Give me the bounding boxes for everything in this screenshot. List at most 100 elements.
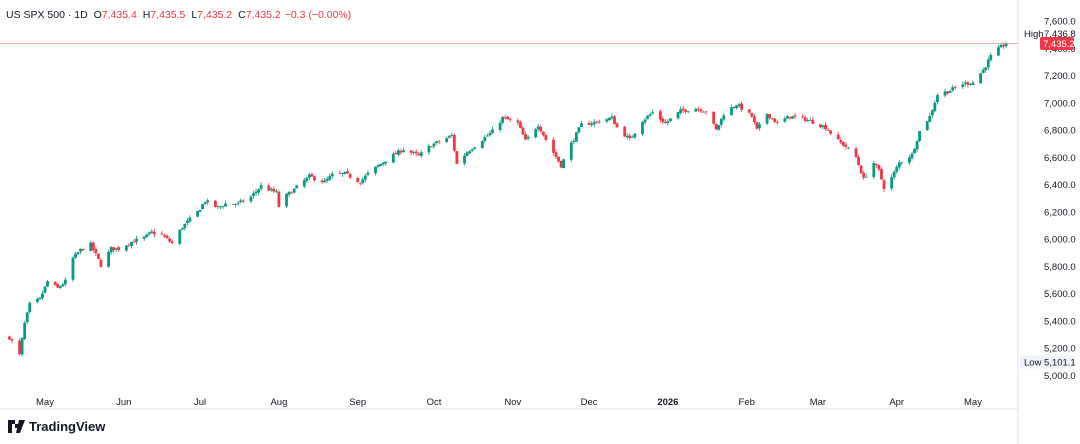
candle-body bbox=[10, 339, 14, 341]
candle-body bbox=[259, 185, 263, 189]
candle-body bbox=[730, 107, 733, 116]
candle-body bbox=[358, 182, 362, 184]
candle-body bbox=[178, 229, 182, 244]
candle-body bbox=[775, 122, 779, 123]
candle-body bbox=[43, 286, 47, 293]
candle-body bbox=[160, 233, 164, 235]
candle-body bbox=[717, 125, 721, 130]
candle-body bbox=[768, 114, 772, 119]
candle-body bbox=[142, 236, 146, 239]
candle-body bbox=[595, 121, 599, 123]
candle-body bbox=[224, 203, 227, 207]
candle-body bbox=[465, 152, 469, 156]
low-badge-value: 5,101.1 bbox=[1044, 358, 1076, 369]
candle-body bbox=[506, 116, 510, 120]
candle-body bbox=[480, 141, 484, 148]
candle-body bbox=[648, 114, 652, 116]
candle-body bbox=[257, 189, 260, 193]
candle-body bbox=[554, 152, 558, 158]
candle-body bbox=[773, 118, 777, 123]
candle-body bbox=[874, 163, 878, 166]
low-label: L bbox=[191, 9, 198, 21]
candle-body bbox=[859, 165, 863, 174]
candle-body bbox=[783, 118, 787, 122]
candle-body bbox=[732, 107, 736, 108]
candle-body bbox=[483, 137, 487, 142]
candle-body bbox=[971, 82, 975, 85]
candle-body bbox=[447, 136, 451, 138]
y-tick-label: 6,800.0 bbox=[1044, 126, 1076, 137]
candle-body bbox=[623, 126, 627, 137]
candle-body bbox=[269, 188, 273, 191]
candle-body bbox=[188, 217, 192, 222]
y-tick-label: 6,600.0 bbox=[1044, 153, 1076, 164]
candle-body bbox=[930, 110, 934, 116]
y-tick-label: 6,200.0 bbox=[1044, 207, 1076, 218]
candle-body bbox=[234, 204, 238, 205]
candle-body bbox=[219, 206, 222, 208]
candle-body bbox=[597, 121, 601, 123]
candle-body bbox=[23, 322, 27, 339]
x-tick-label: Oct bbox=[427, 397, 442, 408]
candle-body bbox=[758, 124, 761, 129]
candle-body bbox=[213, 200, 217, 207]
candle-body bbox=[806, 120, 810, 121]
candle-body bbox=[295, 185, 299, 189]
candle-body bbox=[463, 155, 466, 164]
candle-body bbox=[330, 173, 334, 177]
logo-text: TradingView bbox=[29, 419, 106, 434]
y-tick-label: 6,400.0 bbox=[1044, 180, 1076, 191]
candle-body bbox=[308, 174, 311, 178]
candle-body bbox=[892, 171, 896, 178]
candle-body bbox=[239, 200, 243, 202]
candle-body bbox=[524, 134, 527, 140]
candle-body bbox=[285, 193, 288, 207]
candle-body bbox=[534, 129, 538, 138]
candle-body bbox=[562, 159, 566, 168]
candle-body bbox=[516, 120, 520, 123]
symbol-title: US SPX 500 · 1D bbox=[6, 9, 88, 21]
candle-body bbox=[791, 116, 794, 119]
x-tick-label: Apr bbox=[889, 397, 904, 408]
candle-body bbox=[112, 247, 116, 251]
candle-body bbox=[348, 174, 352, 178]
candle-body bbox=[374, 166, 377, 174]
close-label: C bbox=[238, 9, 246, 21]
candle-body bbox=[130, 241, 133, 246]
candle-body bbox=[338, 172, 342, 174]
candle-body bbox=[862, 173, 866, 178]
candle-body bbox=[684, 109, 688, 112]
candle-body bbox=[580, 123, 583, 128]
candle-body bbox=[824, 124, 827, 130]
candle-body bbox=[966, 82, 970, 85]
candle-body bbox=[203, 202, 207, 204]
tradingview-logo[interactable]: TradingView bbox=[8, 419, 105, 434]
candle-body bbox=[740, 103, 744, 110]
candle-body bbox=[305, 177, 309, 181]
x-tick-label: May bbox=[964, 397, 982, 408]
candle-body bbox=[819, 124, 822, 128]
candle-body bbox=[679, 109, 683, 113]
open-value: 7,435.4 bbox=[101, 9, 137, 21]
y-tick-label: 7,000.0 bbox=[1044, 98, 1076, 109]
y-tick-label: 7,200.0 bbox=[1044, 71, 1076, 82]
candle-body bbox=[526, 136, 530, 139]
candle-body bbox=[216, 205, 220, 207]
candle-body bbox=[292, 188, 296, 193]
candle-body bbox=[712, 111, 716, 124]
x-tick-label: Aug bbox=[270, 397, 287, 408]
candle-body bbox=[661, 118, 665, 123]
candle-body bbox=[473, 147, 477, 149]
candle-body bbox=[107, 251, 110, 267]
candle-body bbox=[844, 144, 848, 147]
candle-body bbox=[198, 209, 202, 212]
x-tick-label: Feb bbox=[739, 397, 755, 408]
candle-body bbox=[702, 111, 705, 113]
candle-body bbox=[325, 178, 329, 181]
candle-body bbox=[391, 153, 395, 163]
high-badge-value: 7,436.8 bbox=[1044, 29, 1076, 40]
candle-body bbox=[747, 109, 751, 113]
candle-body bbox=[704, 111, 708, 113]
candle-body bbox=[890, 177, 894, 189]
